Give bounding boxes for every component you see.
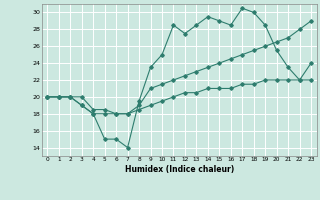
X-axis label: Humidex (Indice chaleur): Humidex (Indice chaleur): [124, 165, 234, 174]
